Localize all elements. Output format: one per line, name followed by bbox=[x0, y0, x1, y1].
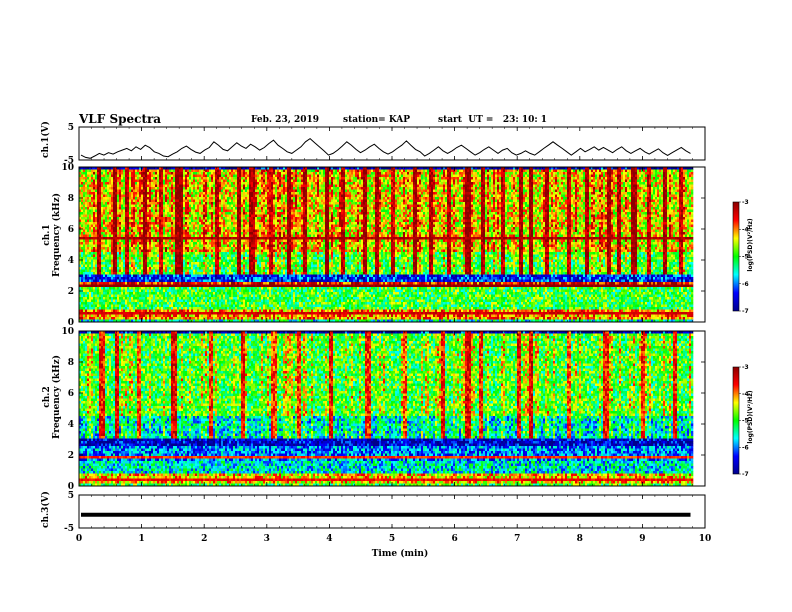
x-tick-label: 2 bbox=[201, 534, 207, 544]
ch1-spectrogram-ylabel: ch.1 Frequency (kHz) bbox=[42, 170, 62, 300]
y-tick-label: 8 bbox=[68, 194, 74, 204]
y-tick-label: 5 bbox=[68, 491, 74, 501]
date-label: Feb. 23, 2019 bbox=[251, 115, 319, 125]
vlf-figure: -55-550 1 2 3 4 5 6 7 8 9 100246810-3-4-5-6-702468… bbox=[0, 0, 792, 612]
figure-title: VLF Spectra bbox=[79, 112, 161, 126]
x-tick-label: 9 bbox=[639, 534, 645, 544]
ch2-colorbar-label: log(PSD)(V²/Hz) bbox=[747, 372, 754, 462]
y-tick-label: 5 bbox=[68, 123, 74, 133]
x-axis-label: Time (min) bbox=[360, 549, 440, 559]
x-tick-label: 4 bbox=[326, 534, 332, 544]
ch3-voltage-frame bbox=[79, 495, 705, 528]
x-tick-label: 8 bbox=[577, 534, 583, 544]
ch1-voltage-trace bbox=[81, 139, 691, 159]
x-tick-label: 1 bbox=[138, 534, 144, 544]
y-tick-label: 10 bbox=[61, 163, 74, 173]
y-tick-label: 8 bbox=[68, 358, 74, 368]
colorbar-tick-label: -7 bbox=[742, 471, 749, 478]
y-tick-label: 0 bbox=[68, 482, 74, 492]
ch2-spectrogram-image bbox=[79, 331, 693, 486]
y-tick-label: 4 bbox=[68, 420, 74, 430]
ch1-spectrogram-colorbar bbox=[733, 202, 739, 311]
y-tick-label: -5 bbox=[64, 524, 74, 534]
x-tick-label: 5 bbox=[389, 534, 395, 544]
y-tick-label: 6 bbox=[68, 389, 74, 399]
x-tick-label: 7 bbox=[514, 534, 520, 544]
ch1-colorbar-label: log(PSD)(V²/Hz) bbox=[747, 200, 754, 290]
colorbar-tick-label: -7 bbox=[742, 308, 749, 315]
station-label: station= KAP bbox=[343, 115, 410, 125]
ch1-voltage-ylabel: ch.1(V) bbox=[41, 122, 51, 158]
y-tick-label: 2 bbox=[68, 451, 74, 461]
x-tick-label: 10 bbox=[699, 534, 712, 544]
x-tick-label: 3 bbox=[264, 534, 270, 544]
ch3-voltage-ylabel: ch.3(V) bbox=[41, 492, 51, 528]
ch2-spectrogram-colorbar bbox=[733, 367, 739, 474]
ch2-spectrogram-ylabel: ch.2 Frequency (kHz) bbox=[42, 332, 62, 462]
y-tick-label: 4 bbox=[68, 256, 74, 266]
colorbar-tick-label: -3 bbox=[742, 364, 749, 371]
x-tick-label: 0 bbox=[76, 534, 82, 544]
ch1-voltage-frame bbox=[79, 127, 705, 160]
x-tick-label: 6 bbox=[451, 534, 457, 544]
ch1-spectrogram-image bbox=[79, 167, 693, 322]
start-time-label: start UT = 23: 10: 1 bbox=[438, 115, 547, 125]
y-tick-label: 6 bbox=[68, 225, 74, 235]
y-tick-label: 2 bbox=[68, 287, 74, 297]
y-tick-label: 10 bbox=[61, 327, 74, 337]
